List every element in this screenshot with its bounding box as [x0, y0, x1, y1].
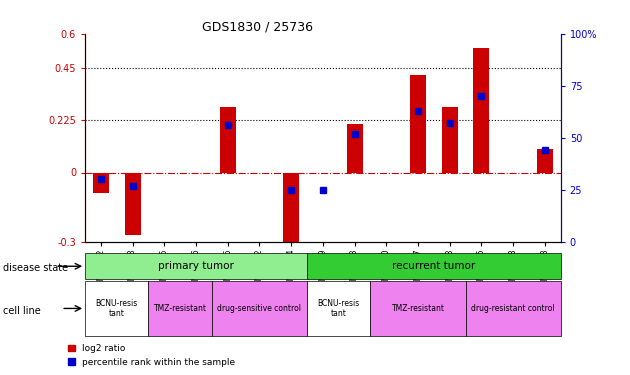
Bar — [85, 253, 307, 279]
Legend: log2 ratio, percentile rank within the sample: log2 ratio, percentile rank within the s… — [67, 344, 235, 367]
Bar — [410, 75, 426, 172]
Text: BCNU-resis
tant: BCNU-resis tant — [96, 299, 138, 318]
Text: primary tumor: primary tumor — [158, 261, 234, 271]
Text: drug-resistant control: drug-resistant control — [471, 304, 555, 313]
Bar — [212, 281, 307, 336]
Bar — [85, 281, 149, 336]
Text: BCNU-resis
tant: BCNU-resis tant — [318, 299, 360, 318]
Bar — [442, 106, 457, 172]
Bar — [125, 172, 140, 235]
Bar — [307, 281, 370, 336]
Text: drug-sensitive control: drug-sensitive control — [217, 304, 302, 313]
Bar — [307, 253, 561, 279]
Bar — [370, 281, 466, 336]
Text: recurrent tumor: recurrent tumor — [392, 261, 476, 271]
Text: cell line: cell line — [3, 306, 41, 316]
Bar — [220, 106, 236, 172]
Bar — [284, 172, 299, 246]
Bar — [149, 281, 212, 336]
Bar — [346, 124, 362, 172]
Text: TMZ-resistant: TMZ-resistant — [391, 304, 445, 313]
Bar — [537, 149, 553, 172]
Text: GDS1830 / 25736: GDS1830 / 25736 — [202, 21, 312, 34]
Text: disease state: disease state — [3, 263, 68, 273]
Bar — [93, 172, 109, 194]
Bar — [474, 48, 490, 172]
Text: TMZ-resistant: TMZ-resistant — [154, 304, 207, 313]
Bar — [466, 281, 561, 336]
